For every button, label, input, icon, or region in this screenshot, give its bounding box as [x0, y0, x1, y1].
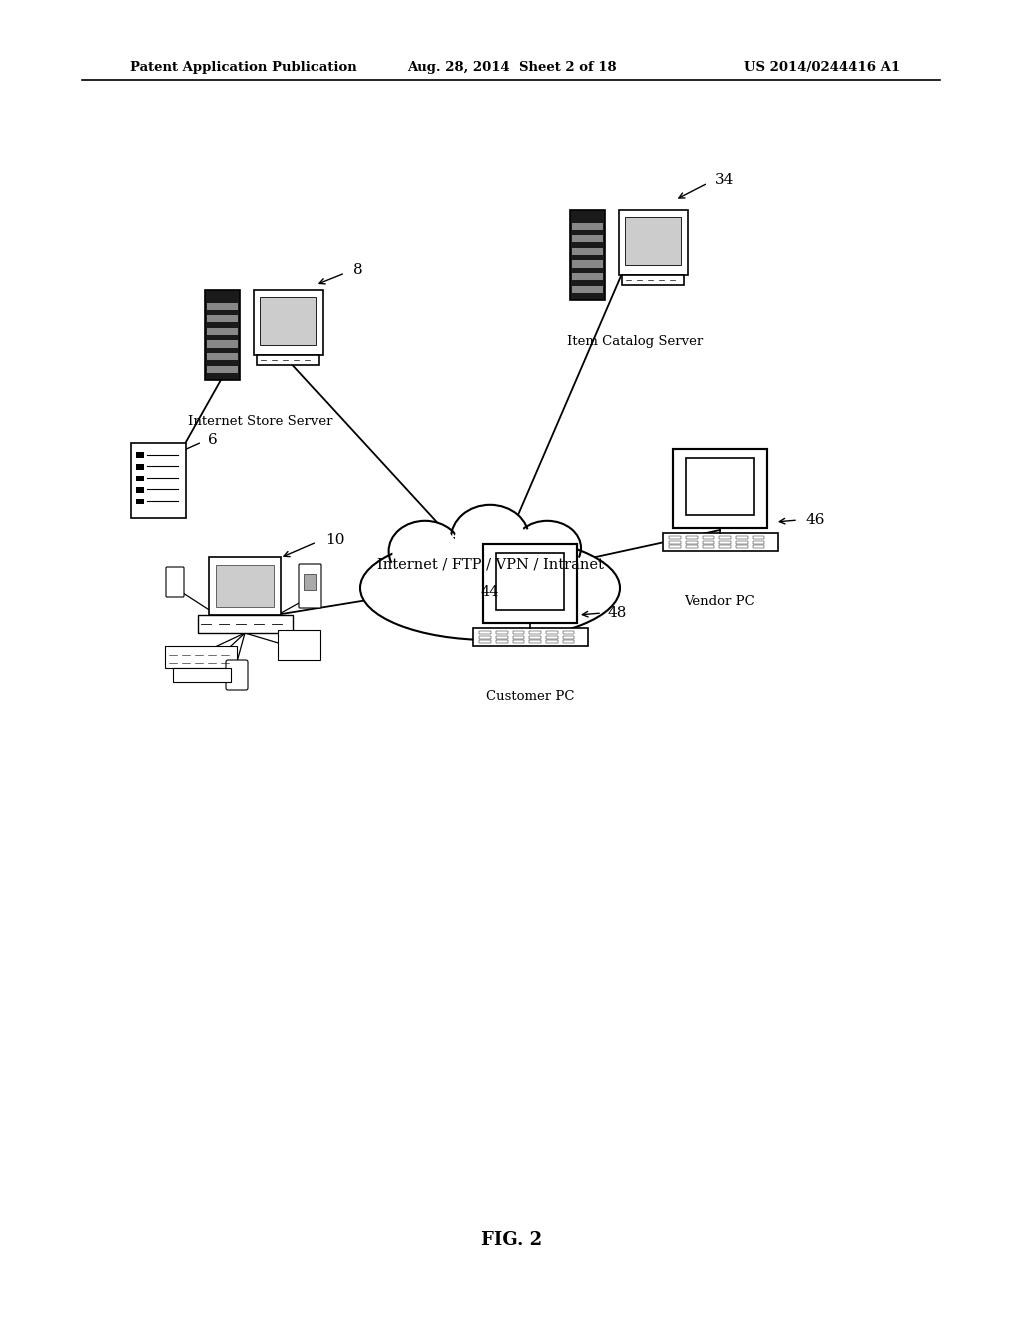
- Text: 8: 8: [353, 263, 362, 277]
- Ellipse shape: [360, 536, 620, 640]
- FancyBboxPatch shape: [226, 660, 248, 690]
- FancyBboxPatch shape: [278, 630, 319, 660]
- FancyBboxPatch shape: [483, 544, 578, 623]
- FancyBboxPatch shape: [472, 628, 588, 645]
- Text: 48: 48: [608, 606, 628, 620]
- FancyBboxPatch shape: [136, 463, 144, 470]
- FancyBboxPatch shape: [663, 533, 777, 550]
- FancyBboxPatch shape: [136, 453, 144, 458]
- FancyBboxPatch shape: [496, 553, 564, 610]
- FancyBboxPatch shape: [209, 557, 281, 615]
- Ellipse shape: [386, 577, 437, 609]
- FancyBboxPatch shape: [572, 248, 603, 255]
- Ellipse shape: [373, 541, 607, 635]
- FancyBboxPatch shape: [207, 341, 238, 347]
- FancyBboxPatch shape: [673, 449, 767, 528]
- Text: 6: 6: [208, 433, 218, 447]
- FancyBboxPatch shape: [686, 458, 754, 515]
- Text: Aug. 28, 2014  Sheet 2 of 18: Aug. 28, 2014 Sheet 2 of 18: [408, 62, 616, 74]
- Ellipse shape: [513, 521, 581, 576]
- Text: Patent Application Publication: Patent Application Publication: [130, 62, 356, 74]
- FancyBboxPatch shape: [622, 275, 684, 285]
- FancyBboxPatch shape: [205, 290, 240, 380]
- FancyBboxPatch shape: [572, 260, 603, 268]
- FancyBboxPatch shape: [299, 564, 321, 609]
- FancyBboxPatch shape: [572, 223, 603, 230]
- FancyBboxPatch shape: [207, 327, 238, 335]
- FancyBboxPatch shape: [173, 668, 231, 682]
- FancyBboxPatch shape: [136, 475, 144, 480]
- FancyBboxPatch shape: [570, 210, 605, 300]
- Ellipse shape: [388, 521, 462, 582]
- Ellipse shape: [451, 504, 529, 572]
- FancyBboxPatch shape: [572, 235, 603, 243]
- Text: Internet / FTP / VPN / Intranet: Internet / FTP / VPN / Intranet: [377, 558, 603, 572]
- Ellipse shape: [462, 590, 518, 628]
- FancyBboxPatch shape: [216, 565, 273, 607]
- FancyBboxPatch shape: [260, 297, 315, 346]
- FancyBboxPatch shape: [254, 289, 323, 355]
- Text: FIG. 2: FIG. 2: [481, 1232, 543, 1249]
- Ellipse shape: [517, 524, 578, 573]
- FancyBboxPatch shape: [166, 568, 184, 597]
- Text: Customer PC: Customer PC: [485, 690, 574, 704]
- FancyBboxPatch shape: [198, 615, 293, 634]
- Text: 34: 34: [715, 173, 734, 187]
- FancyBboxPatch shape: [136, 499, 144, 504]
- Ellipse shape: [535, 576, 592, 616]
- Text: 10: 10: [325, 533, 344, 546]
- Text: 46: 46: [805, 513, 824, 527]
- FancyBboxPatch shape: [572, 285, 603, 293]
- Text: US 2014/0244416 A1: US 2014/0244416 A1: [743, 62, 900, 74]
- FancyBboxPatch shape: [257, 355, 319, 364]
- FancyBboxPatch shape: [572, 273, 603, 280]
- FancyBboxPatch shape: [626, 216, 681, 265]
- Ellipse shape: [383, 576, 440, 610]
- Ellipse shape: [537, 577, 589, 615]
- FancyBboxPatch shape: [130, 442, 185, 517]
- Text: 44: 44: [480, 585, 500, 599]
- Ellipse shape: [455, 508, 525, 569]
- FancyBboxPatch shape: [207, 366, 238, 372]
- FancyBboxPatch shape: [618, 210, 687, 275]
- FancyBboxPatch shape: [207, 352, 238, 360]
- Text: Item Catalog Server: Item Catalog Server: [567, 335, 703, 348]
- Ellipse shape: [392, 524, 458, 578]
- FancyBboxPatch shape: [207, 315, 238, 322]
- FancyBboxPatch shape: [304, 574, 316, 590]
- FancyBboxPatch shape: [136, 487, 144, 492]
- Text: Vendor PC: Vendor PC: [685, 595, 756, 609]
- FancyBboxPatch shape: [165, 645, 237, 668]
- Ellipse shape: [464, 591, 516, 626]
- Text: Internet Store Server: Internet Store Server: [187, 414, 332, 428]
- FancyBboxPatch shape: [207, 302, 238, 310]
